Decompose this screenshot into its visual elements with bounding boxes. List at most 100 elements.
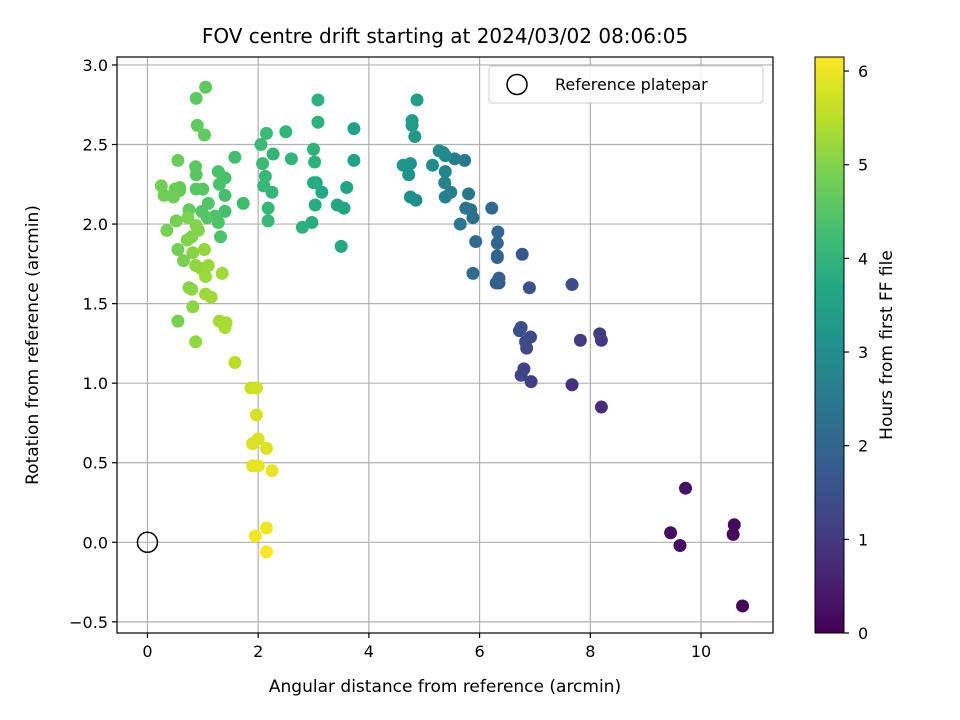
scatter-point — [284, 152, 298, 166]
y-tick-label: 1.5 — [83, 295, 108, 314]
scatter-point — [181, 211, 195, 225]
x-tick-label: 8 — [585, 642, 595, 661]
reference-marker — [136, 531, 159, 554]
scatter-point — [171, 243, 185, 257]
scatter-point — [524, 330, 538, 344]
legend-box — [488, 65, 764, 104]
scatter-point — [403, 190, 417, 204]
scatter-point — [258, 169, 272, 183]
plot-frame — [116, 56, 774, 634]
scatter-point — [453, 217, 467, 231]
scatter-point — [524, 375, 538, 389]
legend: Reference platepar — [488, 65, 764, 104]
scatter-point — [347, 122, 361, 136]
scatter-point — [594, 400, 608, 414]
scatter-point — [218, 204, 232, 218]
scatter-point — [315, 185, 329, 199]
x-tick-label: 10 — [691, 642, 711, 661]
scatter-point — [261, 214, 275, 228]
scatter-point — [308, 198, 322, 212]
colorbar: 0 1 2 3 4 5 6 Hours from first FF file — [814, 56, 897, 643]
scatter-point — [189, 160, 203, 174]
scatter-point — [405, 114, 419, 128]
scatter-point — [432, 144, 446, 158]
y-tick-label: 0.0 — [83, 533, 108, 552]
scatter-point — [565, 278, 579, 292]
scatter-point — [251, 432, 265, 446]
scatter-point — [190, 118, 204, 132]
scatter-point — [593, 327, 607, 341]
y-axis-label: Rotation from reference (arcmin) — [23, 205, 43, 485]
scatter-point — [459, 201, 473, 215]
scatter-point — [490, 236, 504, 250]
scatter-point — [261, 201, 275, 215]
scatter-point — [485, 201, 499, 215]
scatter-point — [212, 177, 226, 191]
scatter-point — [396, 158, 410, 172]
scatter-point — [458, 153, 472, 167]
scatter-point — [334, 239, 348, 253]
scatter-point — [330, 198, 344, 212]
scatter-point — [248, 529, 262, 543]
data-points — [154, 80, 750, 613]
scatter-point — [191, 223, 205, 237]
scatter-point — [199, 80, 213, 94]
scatter-point — [727, 518, 741, 532]
scatter-point — [726, 527, 740, 541]
scatter-point — [311, 93, 325, 107]
scatter-point — [512, 324, 526, 338]
x-tick-label: 2 — [253, 642, 263, 661]
colorbar-tick-label: 1 — [858, 530, 868, 549]
scatter-point — [311, 115, 325, 129]
scatter-point — [491, 225, 505, 239]
grid — [117, 57, 773, 633]
scatter-point — [171, 153, 185, 167]
legend-entry: Reference platepar — [555, 75, 708, 94]
scatter-point — [679, 481, 693, 495]
x-axis: 0 2 4 6 8 10 — [142, 633, 711, 661]
y-tick-label: 0.5 — [83, 454, 108, 473]
scatter-point — [228, 150, 242, 164]
colorbar-tick-label: 3 — [858, 343, 868, 362]
scatter-point — [259, 126, 273, 140]
y-tick-label: −0.5 — [69, 613, 108, 632]
scatter-point — [218, 188, 232, 202]
x-tick-label: 4 — [364, 642, 374, 661]
scatter-point — [259, 521, 273, 535]
scatter-point — [169, 214, 183, 228]
colorbar-tick-label: 2 — [858, 437, 868, 456]
scatter-point — [469, 235, 483, 249]
scatter-point — [462, 187, 476, 201]
scatter-point — [197, 243, 211, 257]
scatter-point — [218, 320, 232, 334]
scatter-point — [211, 165, 225, 179]
x-tick-label: 6 — [475, 642, 485, 661]
colorbar-tick-label: 5 — [858, 156, 868, 175]
scatter-point — [514, 368, 528, 382]
scatter-point — [265, 464, 279, 478]
chart-title: FOV centre drift starting at 2024/03/02 … — [202, 24, 688, 48]
y-tick-label: 1.0 — [83, 374, 108, 393]
scatter-point — [201, 258, 215, 272]
scatter-point — [254, 138, 268, 152]
x-axis-label: Angular distance from reference (arcmin) — [269, 677, 621, 697]
scatter-point — [215, 266, 229, 280]
scatter-point — [736, 599, 750, 613]
scatter-point — [664, 526, 678, 540]
colorbar-gradient — [814, 56, 845, 634]
x-tick-label: 0 — [142, 642, 152, 661]
y-tick-label: 2.5 — [83, 136, 108, 155]
y-tick-label: 3.0 — [83, 56, 108, 75]
scatter-point — [236, 196, 250, 210]
scatter-point — [250, 381, 264, 395]
scatter-point — [347, 153, 361, 167]
colorbar-tick-label: 4 — [858, 249, 868, 268]
scatter-point — [186, 300, 200, 314]
scatter-point — [402, 168, 416, 182]
scatter-point — [438, 165, 452, 179]
scatter-point — [228, 356, 242, 370]
scatter-point — [189, 335, 203, 349]
scatter-point — [266, 147, 280, 161]
y-tick-label: 2.0 — [83, 215, 108, 234]
colorbar-tick-label: 6 — [858, 62, 868, 81]
